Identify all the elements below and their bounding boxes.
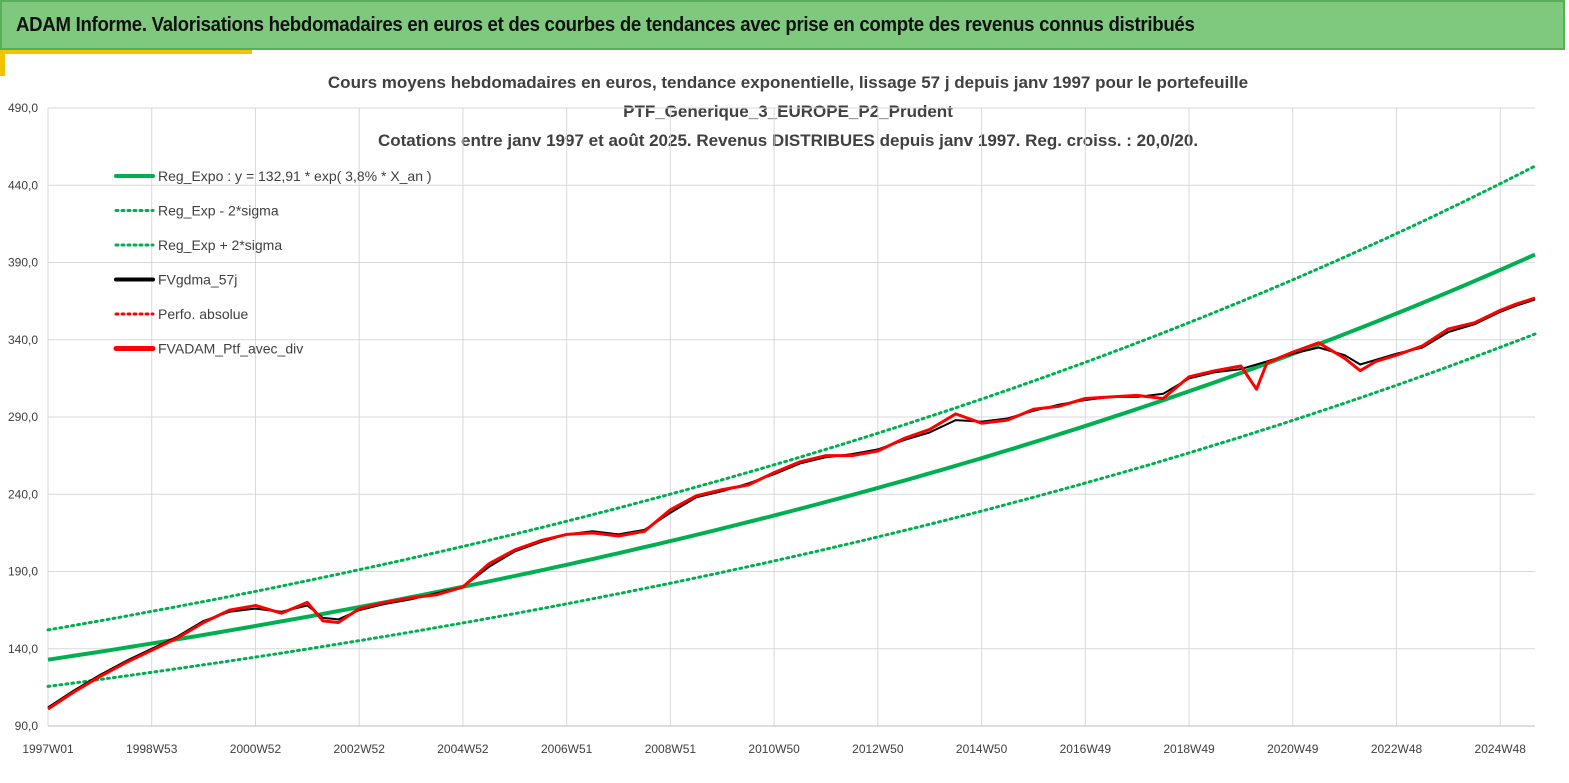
y-gridlines [48,107,1535,727]
x-tick-labels: 1997W01 1998W53 2000W52 2002W52 2004W52 2006W… [22,742,1526,756]
x-tick-label: 2020W49 [1267,742,1319,756]
chart-subtitle-2: Cotations entre janv 1997 et août 2025. … [378,131,1198,150]
fvadam-line [47,296,1536,711]
y-tick-label: 240,0 [8,487,38,501]
x-tick-label: 2002W52 [334,742,386,756]
x-tick-label: 2024W48 [1475,742,1527,756]
lower-sigma-line [46,332,1537,688]
upper-sigma-line [46,164,1537,632]
legend-label: FVgdma_57j [158,272,237,288]
y-tick-label: 190,0 [8,565,38,579]
x-tick-label: 1997W01 [22,742,74,756]
x-tick-label: 2006W51 [541,742,593,756]
report-banner: ADAM Informe. Valorisations hebdomadaire… [0,0,1565,50]
x-tick-label: 2018W49 [1163,742,1215,756]
accent-bar-top [0,50,252,54]
y-tick-label: 440,0 [8,178,38,192]
y-tick-label: 490,0 [8,101,38,115]
legend: Reg_Expo : y = 132,91 * exp( 3,8% * X_an… [113,168,432,357]
x-tick-label: 2016W49 [1060,742,1112,756]
y-tick-labels: 90,0 140,0 190,0 240,0 290,0 340,0 390,0 440,0 4… [8,101,38,733]
y-tick-label: 140,0 [8,642,38,656]
y-tick-label: 340,0 [8,333,38,347]
y-tick-label: 390,0 [8,256,38,270]
x-tick-label: 2008W51 [645,742,697,756]
regression-line [47,252,1536,662]
x-tick-label: 2004W52 [437,742,489,756]
fvgdma-line [47,298,1536,709]
chart-title: Cours moyens hebdomadaires en euros, ten… [328,73,1248,92]
x-tick-label: 2012W50 [852,742,904,756]
x-tick-label: 2010W50 [748,742,800,756]
report-title: ADAM Informe. Valorisations hebdomadaire… [16,13,1195,36]
y-tick-label: 90,0 [15,719,39,733]
chart-subtitle: PTF_Generique_3_EUROPE_P2_Prudent [623,102,953,121]
legend-label: FVADAM_Ptf_avec_div [158,341,303,357]
x-tick-label: 2022W48 [1371,742,1423,756]
series-lines [46,164,1537,711]
chart-area: Cours moyens hebdomadaires en euros, ten… [8,73,1537,756]
legend-label: Reg_Exp + 2*sigma [158,237,282,253]
accent-bar-left [0,50,5,76]
legend-label: Reg_Expo : y = 132,91 * exp( 3,8% * X_an… [158,168,432,184]
legend-label: Perfo. absolue [158,306,248,322]
x-tick-label: 1998W53 [126,742,178,756]
x-tick-label: 2014W50 [956,742,1008,756]
x-tick-label: 2000W52 [230,742,282,756]
x-gridlines [47,108,1535,727]
y-tick-label: 290,0 [8,410,38,424]
legend-label: Reg_Exp - 2*sigma [158,203,279,219]
